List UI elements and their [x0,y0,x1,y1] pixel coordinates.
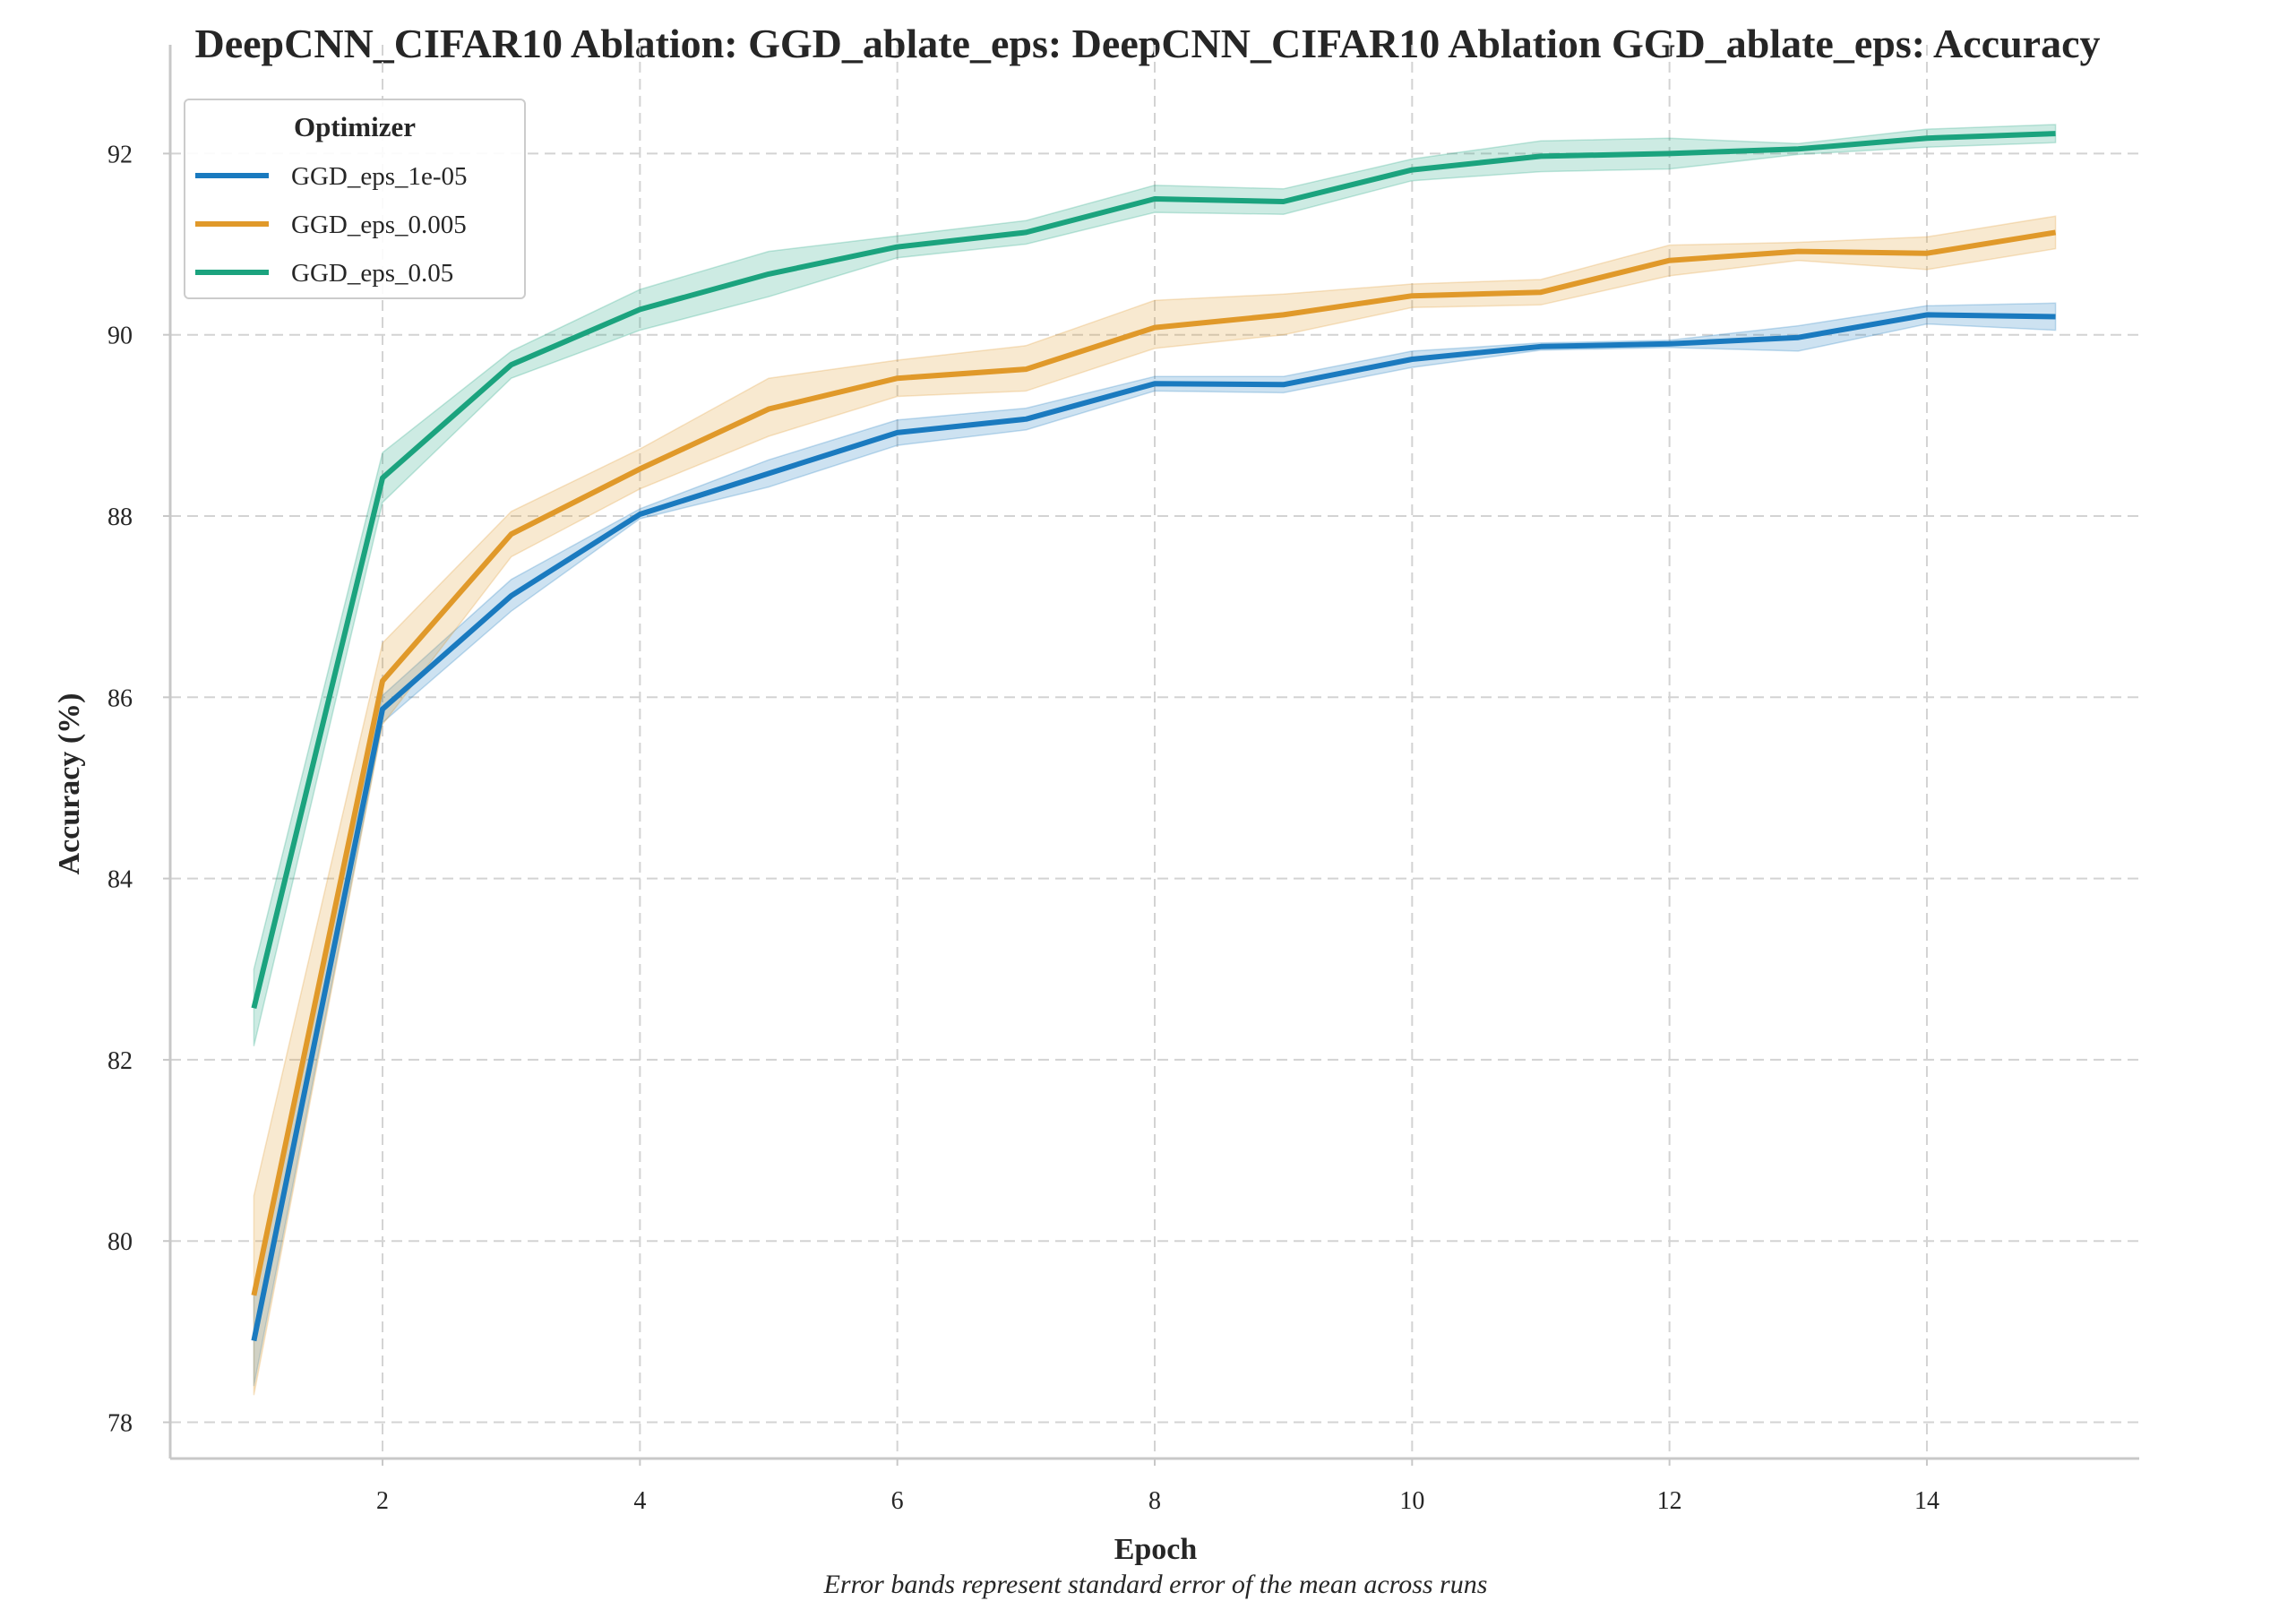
series-line-GGD_eps_0.05 [251,131,2056,1010]
x-tick-label: 6 [891,1487,904,1515]
y-axis-ticks: 78 80 82 84 86 88 90 92 [107,141,170,1438]
legend: Optimizer GGD_eps_1e-05GGD_eps_0.005GGD_… [184,99,526,299]
y-tick-label: 86 [107,684,133,712]
legend-label-GGD_eps_1e-05: GGD_eps_1e-05 [291,162,468,191]
series-lines [251,131,2057,1342]
series-line-GGD_eps_0.005 [251,229,2057,1296]
y-tick-label: 88 [107,503,133,531]
x-tick-label: 8 [1148,1487,1161,1515]
y-tick-label: 78 [107,1410,133,1438]
grid-lines [170,45,2139,1459]
legend-entries: GGD_eps_1e-05 GGD_eps_0.005 GGD_eps_0.05 [195,162,468,288]
x-tick-label: 2 [376,1487,389,1515]
error-bands [253,124,2057,1396]
error-band-GGD_eps_1e-05 [253,302,2057,1387]
chart-caption: Error bands represent standard error of … [823,1570,1488,1599]
x-tick-label: 14 [1914,1487,1939,1515]
x-axis-label: Epoch [1114,1533,1198,1566]
y-tick-label: 80 [107,1228,133,1256]
error-band-GGD_eps_0.005 [253,215,2057,1396]
y-tick-label: 82 [107,1047,133,1075]
legend-label-GGD_eps_0.05: GGD_eps_0.05 [291,259,453,288]
x-tick-label: 4 [633,1487,646,1515]
error-band-GGD_eps_0.05 [253,124,2057,1046]
x-tick-label: 10 [1399,1487,1424,1515]
legend-label-GGD_eps_0.005: GGD_eps_0.005 [291,211,467,239]
legend-frame [184,99,526,299]
y-tick-label: 84 [107,866,133,894]
x-axis-ticks: 2 4 6 8 10 12 14 [376,1459,1939,1515]
series-line-GGD_eps_1e-05 [251,312,2056,1342]
y-tick-label: 90 [107,323,133,350]
y-tick-label: 92 [107,141,133,168]
legend-title: Optimizer [294,111,416,142]
x-tick-label: 12 [1657,1487,1682,1515]
y-axis-label: Accuracy (%) [53,693,86,875]
chart-title: DeepCNN_CIFAR10 Ablation: GGD_ablate_eps… [195,21,2101,66]
